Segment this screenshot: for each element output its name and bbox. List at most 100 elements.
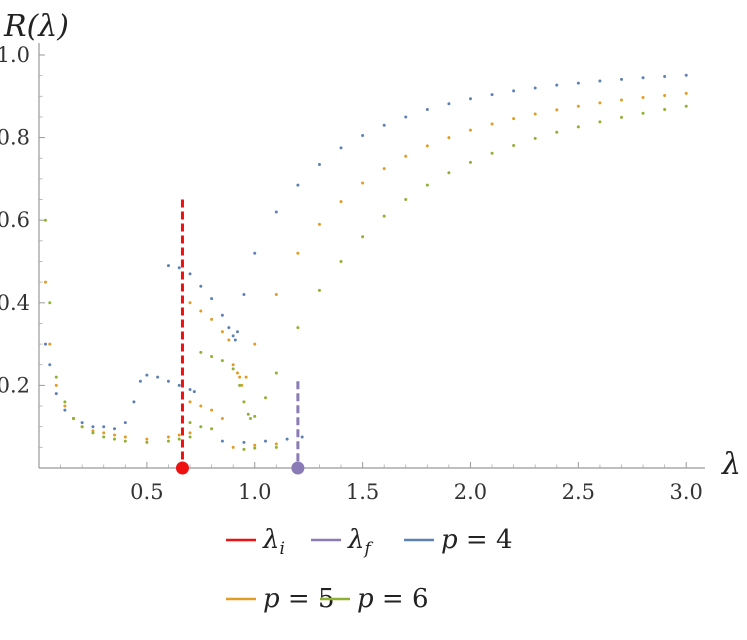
marker-dot bbox=[175, 461, 189, 475]
marker-dot bbox=[291, 461, 305, 475]
data-point bbox=[235, 330, 239, 334]
data-point bbox=[404, 115, 408, 119]
data-point bbox=[264, 439, 268, 443]
data-point bbox=[48, 363, 52, 367]
data-point bbox=[253, 251, 257, 255]
data-point bbox=[132, 400, 136, 404]
data-point bbox=[533, 112, 537, 116]
data-point bbox=[54, 392, 58, 396]
data-point bbox=[361, 235, 365, 239]
data-point bbox=[382, 123, 386, 127]
y-tick-label: 0.8 bbox=[0, 126, 30, 150]
data-point bbox=[102, 435, 106, 439]
data-point bbox=[199, 404, 203, 408]
data-point bbox=[54, 375, 58, 379]
y-tick-label: 0.2 bbox=[0, 373, 30, 397]
data-point bbox=[235, 371, 239, 375]
data-point bbox=[188, 431, 192, 435]
data-point bbox=[404, 154, 408, 158]
data-point bbox=[72, 416, 76, 420]
data-point bbox=[619, 77, 623, 81]
data-point bbox=[43, 342, 47, 346]
data-point bbox=[244, 375, 248, 379]
data-point bbox=[248, 416, 252, 420]
data-point bbox=[113, 433, 117, 437]
data-point bbox=[113, 427, 117, 431]
x-tick-label: 1.0 bbox=[238, 480, 271, 504]
data-point bbox=[113, 437, 117, 441]
data-point bbox=[490, 122, 494, 126]
data-point bbox=[145, 373, 149, 377]
data-point bbox=[238, 375, 242, 379]
data-point bbox=[274, 293, 278, 297]
data-point bbox=[48, 301, 52, 305]
legend-label: p = 4 bbox=[441, 525, 513, 555]
data-point bbox=[102, 425, 106, 429]
data-point bbox=[425, 108, 429, 112]
data-point bbox=[210, 297, 214, 301]
data-point bbox=[156, 375, 160, 379]
data-point bbox=[253, 414, 257, 418]
data-point bbox=[242, 440, 246, 444]
data-point bbox=[598, 79, 602, 83]
data-point bbox=[192, 390, 196, 394]
data-point bbox=[242, 293, 246, 297]
data-point bbox=[533, 136, 537, 140]
data-point bbox=[468, 160, 472, 164]
data-point bbox=[91, 429, 95, 433]
legend-item: p = 6 bbox=[320, 584, 429, 614]
data-point bbox=[447, 136, 451, 140]
data-point bbox=[317, 222, 321, 226]
data-point bbox=[246, 412, 250, 416]
y-axis-label: R(λ) bbox=[3, 9, 69, 44]
data-point bbox=[220, 313, 224, 317]
data-point bbox=[274, 371, 278, 375]
data-point bbox=[166, 439, 170, 443]
data-point bbox=[339, 146, 343, 150]
data-point bbox=[264, 396, 268, 400]
data-point bbox=[468, 128, 472, 132]
data-point bbox=[227, 326, 231, 330]
data-point bbox=[663, 93, 667, 97]
data-point bbox=[512, 89, 516, 93]
data-point bbox=[490, 151, 494, 155]
data-point bbox=[300, 435, 304, 439]
data-point bbox=[199, 284, 203, 288]
data-point bbox=[317, 288, 321, 292]
data-point bbox=[188, 400, 192, 404]
data-point bbox=[220, 330, 224, 334]
data-point bbox=[274, 210, 278, 214]
data-point bbox=[339, 200, 343, 204]
data-point bbox=[317, 162, 321, 166]
data-point bbox=[63, 408, 67, 412]
marker-layer bbox=[175, 199, 305, 475]
data-point bbox=[63, 404, 67, 408]
data-point bbox=[138, 379, 142, 383]
data-point bbox=[576, 104, 580, 108]
data-point bbox=[490, 93, 494, 97]
data-point bbox=[227, 338, 231, 342]
data-point bbox=[361, 134, 365, 138]
legend-item: p = 5 bbox=[226, 584, 335, 614]
data-point bbox=[253, 446, 257, 450]
x-tick-label: 3.0 bbox=[670, 480, 703, 504]
data-point bbox=[296, 326, 300, 330]
data-point bbox=[641, 111, 645, 115]
data-point bbox=[339, 260, 343, 263]
data-point bbox=[253, 443, 257, 447]
data-point bbox=[80, 421, 84, 425]
data-point bbox=[684, 73, 688, 77]
data-point bbox=[576, 125, 580, 129]
data-point bbox=[274, 445, 278, 449]
legend-label: p = 6 bbox=[357, 584, 429, 614]
data-point bbox=[447, 102, 451, 106]
data-point bbox=[425, 144, 429, 148]
data-point bbox=[145, 440, 149, 444]
x-tick-label: 2.5 bbox=[562, 480, 595, 504]
legend-item: λi bbox=[226, 525, 285, 559]
legend-label: λf bbox=[347, 525, 373, 559]
legend-item: λf bbox=[311, 525, 373, 559]
axes: 0.5 1.0 1.5 2.0 2.5 3.00.20.40.60.81.0R(λ)λ bbox=[0, 9, 741, 504]
y-tick-label: 0.4 bbox=[0, 291, 30, 315]
